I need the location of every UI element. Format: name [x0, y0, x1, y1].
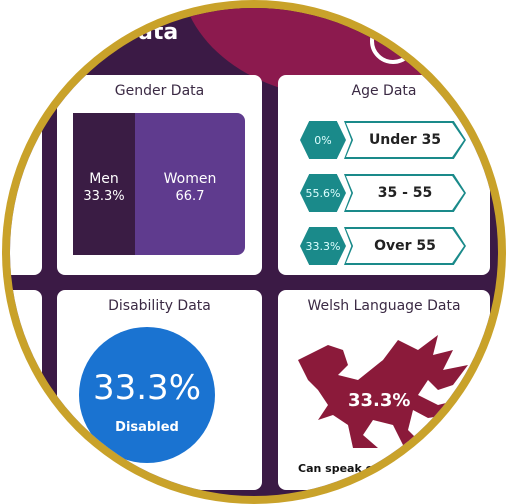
top-icon: [370, 18, 416, 64]
card-title: Disability Data: [57, 298, 262, 314]
dragon: [288, 320, 478, 450]
card-title: Gender Data: [57, 83, 262, 99]
age-label: Over 55: [346, 229, 464, 263]
gender-card: Gender Data Men 33.3% Women 66.7: [57, 75, 262, 275]
men-label: Men: [73, 171, 135, 187]
left-partial-card: [10, 75, 42, 275]
disability-card: Disability Data 33.3% Disabled: [57, 290, 262, 490]
men-value: 33.3%: [73, 189, 135, 204]
age-value: 0%: [300, 121, 346, 159]
age-value: 33.3%: [300, 227, 346, 265]
welsh-card: Welsh Language Data 33.3% Can speak or r…: [278, 290, 490, 490]
age-label: Under 35: [346, 123, 464, 157]
welsh-value: 33.3%: [348, 390, 410, 411]
age-arrow: 35 - 55: [344, 174, 466, 212]
left-partial-card: [10, 290, 42, 490]
disability-value: 33.3%: [79, 368, 215, 408]
card-title: Age Data: [278, 83, 490, 99]
age-value: 55.6%: [300, 174, 346, 212]
card-title: Welsh Language Data: [278, 298, 490, 314]
disability-label: Disabled: [79, 420, 215, 435]
clipped-screenshot: ata Gender Data Men 33.3% Women 66.7 Age…: [10, 8, 498, 496]
women-label: Women: [135, 171, 245, 187]
women-value: 66.7: [135, 189, 245, 204]
age-label: 35 - 55: [346, 176, 464, 210]
age-arrow: Under 35: [344, 121, 466, 159]
welsh-caption: Can speak or re: [298, 462, 395, 475]
header-title: ata: [138, 20, 178, 45]
page: ata Gender Data Men 33.3% Women 66.7 Age…: [0, 0, 508, 504]
age-arrow: Over 55: [344, 227, 466, 265]
